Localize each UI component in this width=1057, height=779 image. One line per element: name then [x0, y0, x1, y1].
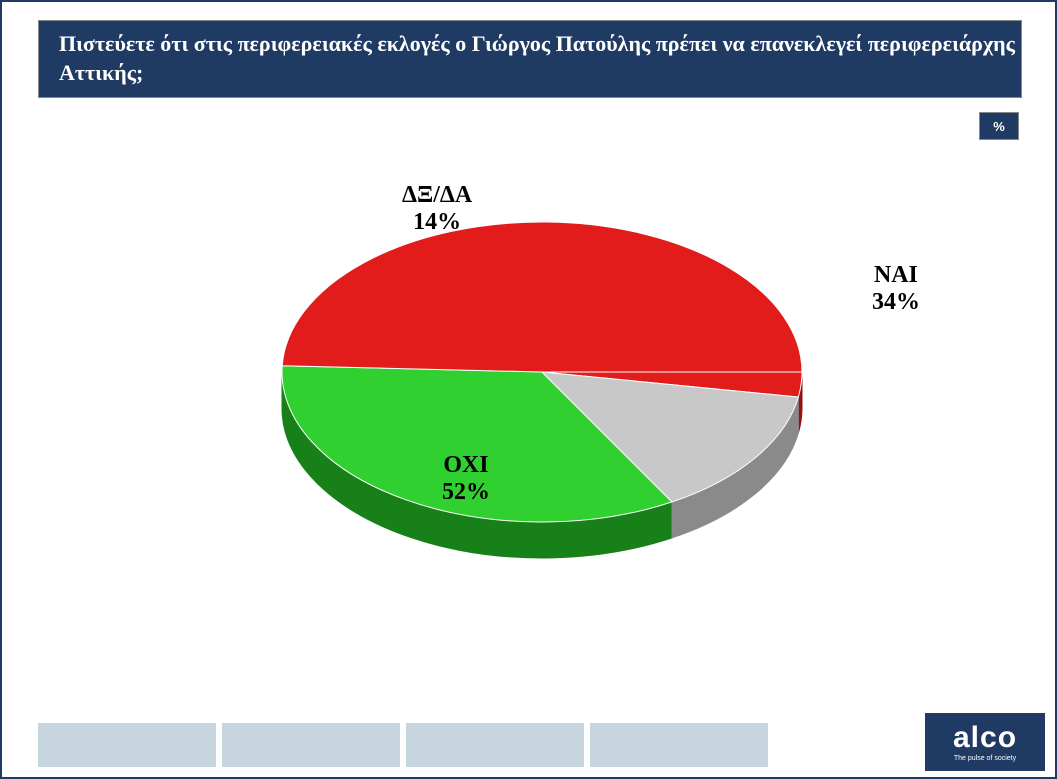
slice-name-dkda: ΔΞ/ΔΑ: [402, 182, 472, 209]
slice-value-dkda: 14%: [402, 209, 472, 236]
pie-chart: [272, 162, 812, 642]
pie-svg: [272, 162, 812, 642]
footer-cell: [38, 723, 216, 767]
slice-label-oxi: ΟΧΙ 52%: [442, 452, 490, 506]
title-text: Πιστεύετε ότι στις περιφερειακές εκλογές…: [59, 30, 1021, 87]
footer-cells: [38, 723, 768, 767]
slice-value-oxi: 52%: [442, 479, 490, 506]
title-bar: Πιστεύετε ότι στις περιφερειακές εκλογές…: [38, 20, 1022, 98]
percent-badge: %: [979, 112, 1019, 140]
brand-logo-text: alco: [953, 723, 1017, 753]
slice-label-dkda: ΔΞ/ΔΑ 14%: [402, 182, 472, 236]
footer-cell: [590, 723, 768, 767]
brand-logo: alco The pulse of society: [925, 713, 1045, 771]
slice-name-nai: ΝΑΙ: [872, 262, 920, 289]
brand-logo-tagline: The pulse of society: [954, 755, 1016, 762]
footer-cell: [406, 723, 584, 767]
footer: alco The pulse of society: [2, 717, 1057, 777]
page: Πιστεύετε ότι στις περιφερειακές εκλογές…: [0, 0, 1057, 779]
footer-cell: [222, 723, 400, 767]
slice-label-nai: ΝΑΙ 34%: [872, 262, 920, 316]
slice-name-oxi: ΟΧΙ: [442, 452, 490, 479]
slice-value-nai: 34%: [872, 289, 920, 316]
chart-area: ΝΑΙ 34% ΟΧΙ 52% ΔΞ/ΔΑ 14%: [2, 142, 1057, 662]
